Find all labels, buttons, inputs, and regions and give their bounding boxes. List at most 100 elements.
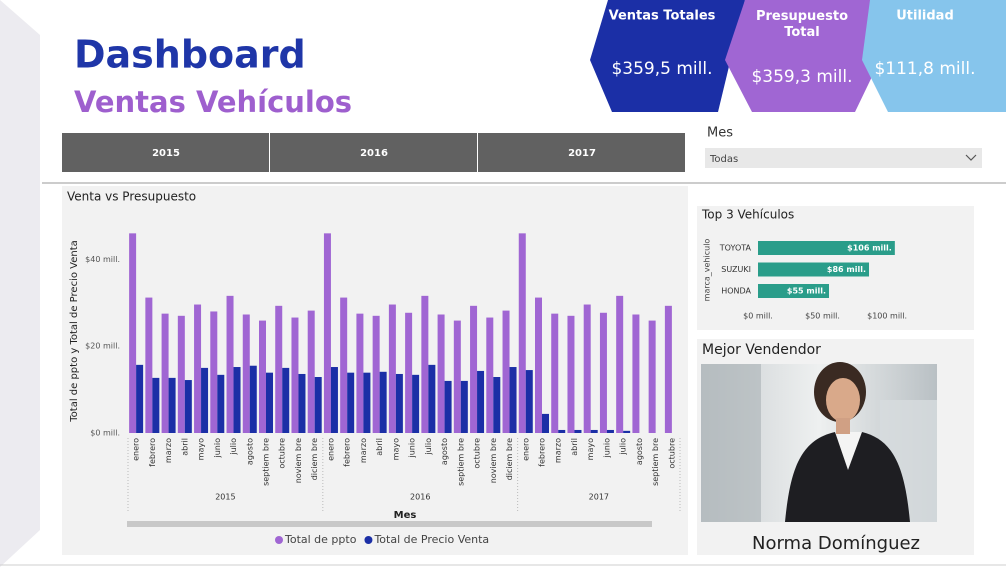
bar bbox=[583, 304, 591, 433]
seller-name: Norma Domínguez bbox=[752, 533, 920, 554]
x-tick-label: diciem bre bbox=[310, 438, 319, 480]
bar bbox=[758, 241, 895, 255]
group-label: 2015 bbox=[215, 493, 235, 502]
kpi-value: $359,3 mill. bbox=[751, 67, 852, 87]
bar bbox=[388, 304, 396, 433]
dashboard-subtitle: Ventas Vehículos bbox=[74, 85, 352, 119]
bar bbox=[136, 364, 144, 433]
bar bbox=[535, 297, 542, 433]
bar bbox=[493, 377, 501, 433]
bar bbox=[372, 315, 380, 433]
bar bbox=[444, 380, 452, 433]
legend-label: Total de ppto bbox=[284, 533, 357, 546]
year-button-label: 2016 bbox=[360, 148, 388, 159]
chart-title: Top 3 Vehículos bbox=[701, 208, 794, 222]
x-tick-label: agosto bbox=[440, 438, 449, 465]
bar bbox=[379, 371, 387, 433]
scrollbar bbox=[127, 521, 652, 527]
x-tick-label: mayo bbox=[391, 438, 400, 460]
x-tick-label: marzo bbox=[359, 438, 368, 463]
bar bbox=[502, 310, 510, 433]
x-tick-label: junio bbox=[408, 438, 417, 459]
bar bbox=[242, 314, 250, 433]
x-tick-label: $100 mill. bbox=[867, 312, 907, 321]
month-dropdown-value: Todas bbox=[709, 154, 738, 165]
bar bbox=[184, 380, 192, 433]
x-tick-label: abril bbox=[180, 438, 189, 456]
kpi-label: Ventas Totales bbox=[609, 9, 716, 24]
seller-title: Mejor Vendendor bbox=[702, 342, 821, 358]
bar bbox=[314, 377, 322, 433]
month-dropdown[interactable] bbox=[705, 148, 982, 168]
bar bbox=[412, 374, 420, 433]
month-slicer-label: Mes bbox=[707, 126, 733, 141]
bar bbox=[421, 295, 429, 433]
bar bbox=[323, 233, 331, 433]
bar bbox=[758, 284, 829, 298]
x-tick-label: julio bbox=[229, 438, 238, 456]
x-tick-label: agosto bbox=[635, 438, 644, 465]
x-tick-label: septiem bre bbox=[651, 438, 660, 486]
kpi-value: $359,5 mill. bbox=[611, 59, 712, 79]
x-tick-label: noviem bre bbox=[294, 438, 303, 483]
bar bbox=[129, 233, 137, 433]
bar bbox=[518, 233, 526, 433]
bar bbox=[599, 312, 607, 433]
photo-face bbox=[826, 378, 860, 422]
x-tick-label: marzo bbox=[554, 438, 563, 463]
bar bbox=[210, 311, 218, 433]
bar bbox=[282, 367, 290, 433]
bar bbox=[307, 310, 315, 433]
legend-label: Total de Precio Venta bbox=[373, 533, 489, 546]
x-tick-label: noviem bre bbox=[489, 438, 498, 483]
year-slicer: 2015 2016 2017 bbox=[62, 133, 685, 172]
kpi-cards: Ventas Totales $359,5 mill. Presupuesto Tot… bbox=[590, 0, 1006, 112]
bar bbox=[632, 314, 640, 433]
kpi-label: Presupuesto Total bbox=[756, 9, 848, 40]
bar bbox=[259, 320, 266, 433]
bar bbox=[437, 314, 445, 433]
bar bbox=[226, 295, 234, 433]
x-tick-label: febrero bbox=[538, 438, 547, 467]
year-button[interactable] bbox=[270, 133, 477, 172]
y-axis-title: Total de ppto y Total de Precio Venta bbox=[69, 240, 80, 423]
bar bbox=[291, 317, 299, 433]
bar bbox=[194, 304, 202, 433]
y-tick-label: TOYOTA bbox=[719, 244, 752, 253]
bar bbox=[486, 317, 494, 433]
bar bbox=[758, 262, 870, 277]
bar bbox=[395, 373, 403, 433]
legend-marker bbox=[364, 536, 373, 544]
legend-marker bbox=[275, 536, 283, 544]
bar bbox=[217, 374, 225, 433]
x-tick-label: septiem bre bbox=[262, 438, 271, 486]
x-tick-label: octubre bbox=[278, 438, 287, 469]
x-tick-label: febrero bbox=[343, 438, 352, 467]
dropdown-chevron bbox=[965, 154, 977, 161]
y-axis-title: marca_vehiculo bbox=[703, 239, 712, 302]
bar bbox=[347, 372, 355, 433]
year-button[interactable] bbox=[478, 133, 685, 172]
x-tick-label: octubre bbox=[473, 438, 482, 469]
photo-shirt bbox=[835, 432, 862, 470]
bar bbox=[330, 367, 338, 433]
data-label: $86 mill. bbox=[827, 265, 866, 274]
x-tick-label: agosto bbox=[245, 438, 254, 465]
data-label: $55 mill. bbox=[787, 287, 826, 296]
bar bbox=[201, 367, 209, 433]
group-label: 2017 bbox=[589, 493, 609, 502]
x-axis-title: Mes bbox=[394, 510, 417, 521]
side-strip bbox=[0, 0, 40, 567]
year-button[interactable] bbox=[62, 133, 269, 172]
bar bbox=[168, 377, 176, 433]
bar bbox=[558, 429, 566, 433]
x-tick-label: junio bbox=[602, 438, 611, 459]
bar bbox=[525, 370, 533, 433]
bar bbox=[551, 313, 559, 433]
bar bbox=[275, 305, 283, 433]
bar bbox=[616, 295, 624, 433]
x-tick-label: julio bbox=[424, 438, 433, 456]
photo-wall bbox=[701, 364, 761, 522]
bar bbox=[470, 305, 478, 433]
y-tick-label: SUZUKI bbox=[721, 265, 751, 274]
